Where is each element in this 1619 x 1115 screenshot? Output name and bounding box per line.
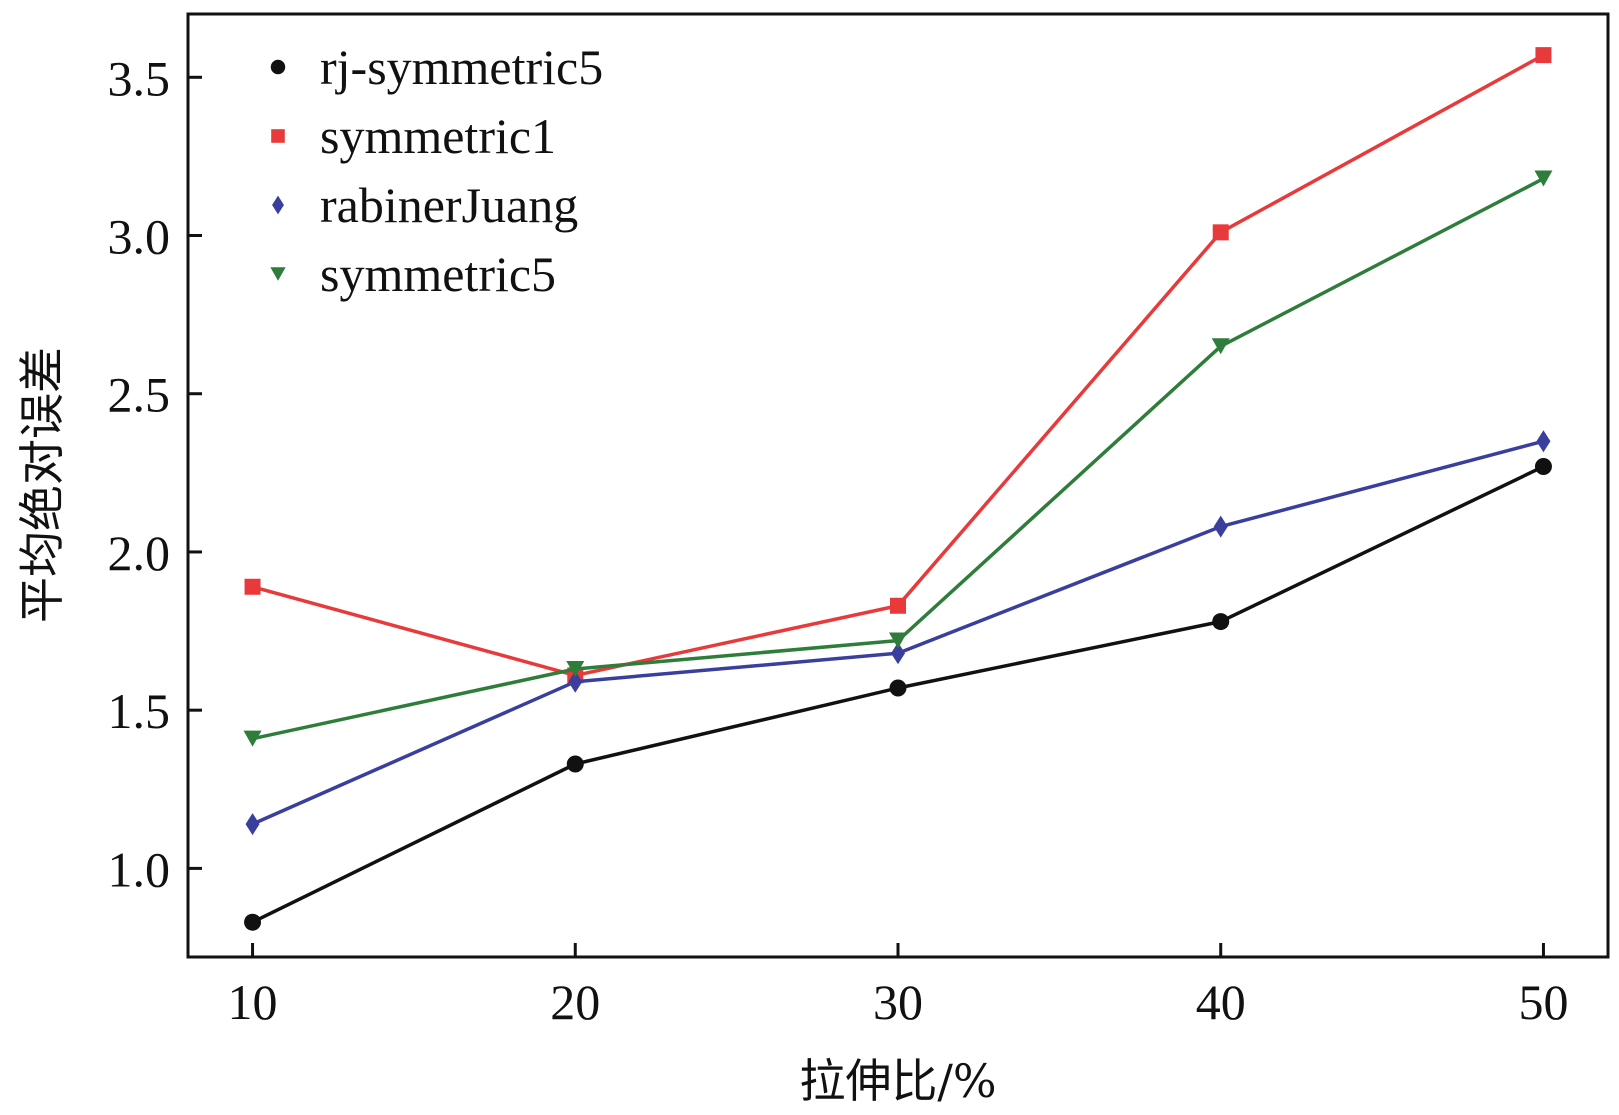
data-point — [243, 730, 262, 747]
legend-marker — [272, 195, 284, 215]
x-tick-label: 30 — [873, 974, 923, 1030]
data-point — [1211, 338, 1230, 355]
legend-item: symmetric5 — [270, 246, 556, 302]
data-point — [244, 913, 262, 931]
data-point — [245, 813, 260, 836]
legend-marker — [270, 267, 286, 281]
y-tick-label: 1.5 — [108, 683, 171, 739]
data-point — [1535, 47, 1552, 64]
legend-label: symmetric1 — [320, 108, 556, 164]
legend-marker — [271, 129, 285, 143]
data-point — [1212, 224, 1229, 241]
series-rj-symmetric5 — [244, 458, 1552, 931]
legend-marker — [270, 59, 286, 75]
legend-label: rj-symmetric5 — [320, 39, 603, 95]
legend-label: rabinerJuang — [320, 177, 578, 233]
series-symmetric5 — [243, 170, 1553, 747]
data-point — [1212, 613, 1230, 631]
data-point — [1213, 515, 1228, 538]
y-tick-label: 2.5 — [108, 367, 171, 423]
legend-item: rj-symmetric5 — [270, 39, 603, 95]
data-point — [1534, 458, 1552, 476]
x-tick-label: 50 — [1518, 974, 1568, 1030]
data-point — [566, 661, 585, 678]
y-axis-title: 平均绝对误差 — [15, 347, 69, 623]
data-point — [1536, 430, 1551, 453]
series-symmetric1 — [244, 47, 1552, 684]
data-point — [1534, 170, 1553, 187]
y-tick-label: 2.0 — [108, 525, 171, 581]
axis-ticks: 10 20 30 40 50 1.0 1.5 2.0 2.5 3.0 3.5 — [108, 50, 1569, 1030]
legend-label: symmetric5 — [320, 246, 556, 302]
series-group — [243, 47, 1553, 931]
data-point — [889, 679, 907, 697]
y-tick-label: 1.0 — [108, 841, 171, 897]
data-point — [566, 755, 584, 773]
x-axis-title: 拉伸比/% — [799, 1054, 996, 1108]
data-point — [891, 642, 905, 665]
legend: rj-symmetric5 symmetric1 rabinerJuang symme… — [270, 39, 603, 302]
series-rabinerJuang — [245, 430, 1551, 836]
x-tick-label: 20 — [550, 974, 600, 1030]
y-tick-label: 3.5 — [108, 50, 171, 106]
data-point — [568, 670, 583, 693]
x-tick-label: 10 — [228, 974, 278, 1030]
data-point — [890, 597, 906, 614]
legend-item: rabinerJuang — [272, 177, 578, 233]
x-tick-label: 40 — [1196, 974, 1246, 1030]
y-tick-label: 3.0 — [108, 209, 171, 265]
data-point — [889, 632, 907, 649]
data-point — [244, 578, 261, 595]
legend-item: symmetric1 — [271, 108, 556, 164]
